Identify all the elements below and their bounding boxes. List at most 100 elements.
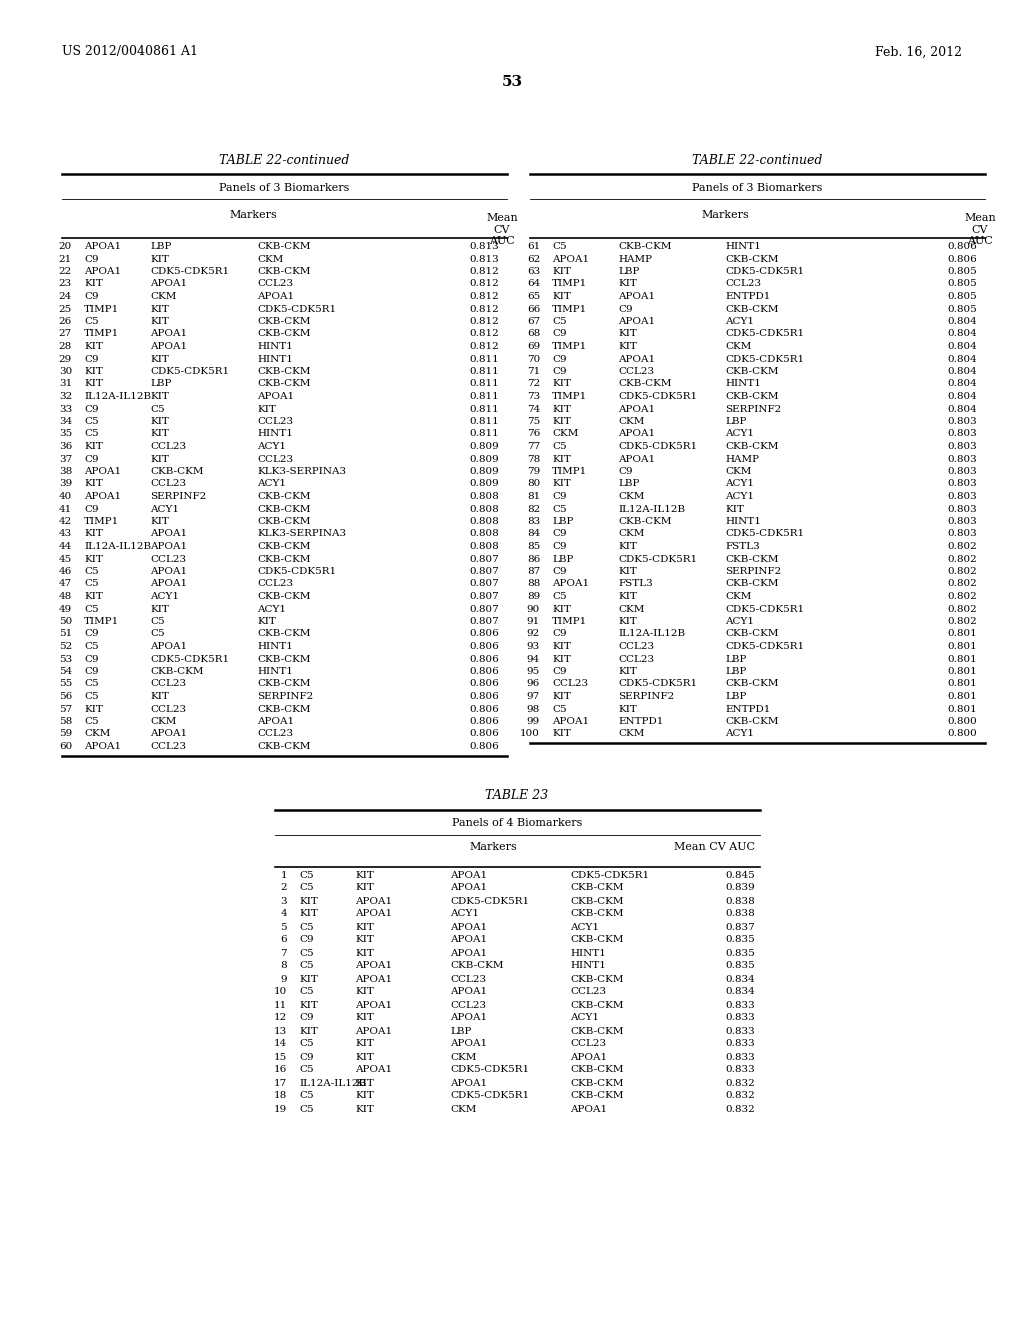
- Text: 0.813: 0.813: [469, 255, 499, 264]
- Text: APOA1: APOA1: [552, 255, 589, 264]
- Text: CKB-CKM: CKB-CKM: [257, 554, 310, 564]
- Text: APOA1: APOA1: [355, 1065, 392, 1074]
- Text: C5: C5: [299, 949, 313, 957]
- Text: APOA1: APOA1: [84, 242, 121, 251]
- Text: CCL23: CCL23: [570, 1040, 606, 1048]
- Text: HINT1: HINT1: [257, 667, 293, 676]
- Text: CDK5-CDK5R1: CDK5-CDK5R1: [450, 1065, 529, 1074]
- Text: KIT: KIT: [355, 870, 374, 879]
- Text: CKB-CKM: CKB-CKM: [570, 1078, 624, 1088]
- Text: CKB-CKM: CKB-CKM: [257, 492, 310, 502]
- Text: 87: 87: [526, 568, 540, 576]
- Text: 0.803: 0.803: [947, 504, 977, 513]
- Text: APOA1: APOA1: [150, 280, 187, 289]
- Text: CDK5-CDK5R1: CDK5-CDK5R1: [618, 680, 697, 689]
- Text: CKB-CKM: CKB-CKM: [725, 442, 778, 451]
- Text: C5: C5: [299, 1092, 313, 1101]
- Text: 89: 89: [526, 591, 540, 601]
- Text: 0.802: 0.802: [947, 568, 977, 576]
- Text: LBP: LBP: [618, 267, 639, 276]
- Text: 0.834: 0.834: [725, 974, 755, 983]
- Text: CKB-CKM: CKB-CKM: [150, 467, 204, 477]
- Text: CKB-CKM: CKB-CKM: [150, 667, 204, 676]
- Text: 88: 88: [526, 579, 540, 589]
- Text: APOA1: APOA1: [150, 543, 187, 550]
- Text: 0.803: 0.803: [947, 467, 977, 477]
- Text: CKB-CKM: CKB-CKM: [725, 255, 778, 264]
- Text: KIT: KIT: [618, 616, 637, 626]
- Text: CKB-CKM: CKB-CKM: [725, 305, 778, 314]
- Text: CDK5-CDK5R1: CDK5-CDK5R1: [450, 1092, 529, 1101]
- Text: 52: 52: [58, 642, 72, 651]
- Text: CKB-CKM: CKB-CKM: [257, 330, 310, 338]
- Text: APOA1: APOA1: [618, 292, 655, 301]
- Text: KIT: KIT: [355, 987, 374, 997]
- Text: 19: 19: [273, 1105, 287, 1114]
- Text: C5: C5: [299, 923, 313, 932]
- Text: 0.807: 0.807: [469, 591, 499, 601]
- Text: 5: 5: [281, 923, 287, 932]
- Text: C9: C9: [552, 630, 566, 639]
- Text: 33: 33: [58, 404, 72, 413]
- Text: CKB-CKM: CKB-CKM: [725, 630, 778, 639]
- Text: 11: 11: [273, 1001, 287, 1010]
- Text: C5: C5: [299, 870, 313, 879]
- Text: CCL23: CCL23: [150, 442, 186, 451]
- Text: 21: 21: [58, 255, 72, 264]
- Text: CKB-CKM: CKB-CKM: [257, 543, 310, 550]
- Text: 6: 6: [281, 936, 287, 945]
- Text: SERPINF2: SERPINF2: [257, 692, 313, 701]
- Text: CCL23: CCL23: [257, 280, 293, 289]
- Text: ACY1: ACY1: [257, 442, 286, 451]
- Text: 0.801: 0.801: [947, 692, 977, 701]
- Text: CCL23: CCL23: [150, 705, 186, 714]
- Text: SERPINF2: SERPINF2: [725, 568, 781, 576]
- Text: 23: 23: [58, 280, 72, 289]
- Text: APOA1: APOA1: [552, 579, 589, 589]
- Text: C5: C5: [84, 429, 98, 438]
- Text: 66: 66: [526, 305, 540, 314]
- Text: 0.838: 0.838: [725, 909, 755, 919]
- Text: KIT: KIT: [355, 936, 374, 945]
- Text: 54: 54: [58, 667, 72, 676]
- Text: 42: 42: [58, 517, 72, 525]
- Text: 9: 9: [281, 974, 287, 983]
- Text: 0.804: 0.804: [947, 367, 977, 376]
- Text: CKB-CKM: CKB-CKM: [257, 242, 310, 251]
- Text: 30: 30: [58, 367, 72, 376]
- Text: 79: 79: [526, 467, 540, 477]
- Text: 0.833: 0.833: [725, 1065, 755, 1074]
- Text: APOA1: APOA1: [257, 392, 294, 401]
- Text: IL12A-IL12B: IL12A-IL12B: [299, 1078, 367, 1088]
- Text: 65: 65: [526, 292, 540, 301]
- Text: 0.803: 0.803: [947, 479, 977, 488]
- Text: KIT: KIT: [150, 305, 169, 314]
- Text: APOA1: APOA1: [552, 717, 589, 726]
- Text: 0.804: 0.804: [947, 355, 977, 363]
- Text: 99: 99: [526, 717, 540, 726]
- Text: KIT: KIT: [552, 292, 570, 301]
- Text: KIT: KIT: [150, 417, 169, 426]
- Text: APOA1: APOA1: [150, 529, 187, 539]
- Text: KIT: KIT: [84, 342, 102, 351]
- Text: KIT: KIT: [84, 479, 102, 488]
- Text: CKM: CKM: [450, 1105, 476, 1114]
- Text: ACY1: ACY1: [570, 923, 599, 932]
- Text: HINT1: HINT1: [257, 355, 293, 363]
- Text: 58: 58: [58, 717, 72, 726]
- Text: ACY1: ACY1: [725, 730, 754, 738]
- Text: HAMP: HAMP: [618, 255, 652, 264]
- Text: 0.803: 0.803: [947, 454, 977, 463]
- Text: 0.812: 0.812: [469, 280, 499, 289]
- Text: KIT: KIT: [257, 616, 275, 626]
- Text: KIT: KIT: [355, 1014, 374, 1023]
- Text: CCL23: CCL23: [450, 974, 486, 983]
- Text: 36: 36: [58, 442, 72, 451]
- Text: Panels of 4 Biomarkers: Panels of 4 Biomarkers: [452, 818, 583, 829]
- Text: CKB-CKM: CKB-CKM: [570, 1027, 624, 1035]
- Text: APOA1: APOA1: [450, 923, 487, 932]
- Text: 0.811: 0.811: [469, 392, 499, 401]
- Text: KIT: KIT: [84, 367, 102, 376]
- Text: 44: 44: [58, 543, 72, 550]
- Text: KIT: KIT: [618, 342, 637, 351]
